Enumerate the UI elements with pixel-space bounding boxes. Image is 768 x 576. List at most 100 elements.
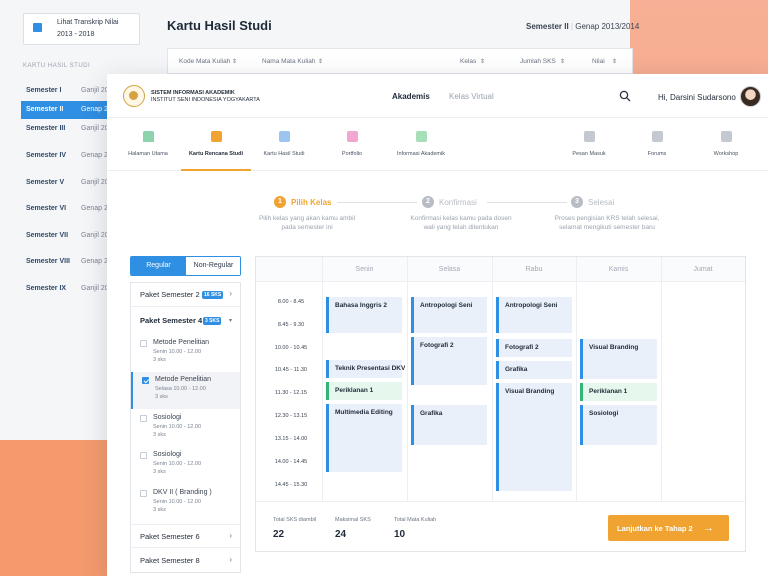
class-event[interactable]: Periklanan 1 <box>580 383 657 401</box>
event-name: Bahasa Inggris 2 <box>335 302 388 309</box>
class-event[interactable]: Periklanan 1 <box>326 382 402 400</box>
class-event[interactable]: Visual Branding <box>496 383 572 491</box>
tab-non-regular[interactable]: Non-Regular <box>186 257 240 275</box>
class-event[interactable]: Fotografi 2 <box>496 339 572 357</box>
package-semester-2[interactable]: Paket Semester 2 16 SKS › <box>131 283 240 307</box>
class-event[interactable]: Antropologi Seni <box>496 297 572 333</box>
class-event[interactable]: Sosiologi <box>580 405 657 445</box>
col-kode[interactable]: Kode Mata Kuliah <box>179 58 231 65</box>
avatar[interactable] <box>740 86 761 107</box>
semester-item[interactable]: Semester VII Ganjil 20 <box>21 227 111 245</box>
semester-name: Semester VI <box>26 205 67 212</box>
people-icon <box>721 131 732 142</box>
subject-time: Senin 10.00 - 12.00 <box>153 499 202 505</box>
subject-item[interactable]: Sosiologi Senin 10.00 - 12.00 3 sks <box>131 447 240 484</box>
semester-period: Genap 20 <box>81 106 112 113</box>
event-name: Fotografi 2 <box>505 344 539 351</box>
module-workshop[interactable]: Workshop <box>691 118 761 171</box>
event-name: Grafika <box>505 366 528 373</box>
search-icon[interactable] <box>619 90 631 102</box>
subject-sks: 3 sks <box>155 394 168 400</box>
step-1-label: Pilih Kelas <box>291 198 332 207</box>
semester-item[interactable]: Semester III Ganjil 20 <box>21 120 111 138</box>
semester-item[interactable]: Semester IV Genap 20 <box>21 147 112 165</box>
class-event[interactable]: Multimedia Editing <box>326 404 402 472</box>
semester-item[interactable]: Semester IX Ganjil 20 <box>21 280 111 298</box>
section-label: KARTU HASIL STUDI <box>23 63 91 69</box>
event-name: Fotografi 2 <box>420 342 454 349</box>
module-pesan[interactable]: Pesan Masuk <box>554 118 624 171</box>
folder-icon <box>347 131 358 142</box>
package-label: Paket Semester 8 <box>140 556 200 565</box>
module-khs[interactable]: Kartu Hasil Studi <box>249 118 319 171</box>
semester-item[interactable]: Semester I Ganjil 20 <box>21 82 111 100</box>
time-slot: 10.00 - 10.45 <box>274 345 308 351</box>
checkbox[interactable] <box>140 490 147 497</box>
step-2-desc: Konfirmasi kelas kamu pada dosen wali yan… <box>410 215 512 231</box>
module-portfolio[interactable]: Portfolio <box>317 118 387 171</box>
step-1-desc: Pilih kelas yang akan kamu ambil pada sem… <box>258 215 356 231</box>
package-semester-6[interactable]: Paket Semester 6 › <box>131 524 240 548</box>
time-slot: 8.00 - 8.45 <box>277 299 305 305</box>
class-event[interactable]: Grafika <box>411 405 487 445</box>
class-event[interactable]: Antropologi Seni <box>411 297 487 333</box>
class-event[interactable]: Teknik Presentasi DKV <box>326 360 405 378</box>
semester-name: Semester VII <box>26 232 69 239</box>
event-name: Periklanan 1 <box>335 387 374 394</box>
transcript-card[interactable]: Lihat Transkrip Nilai 2013 - 2018 <box>23 13 140 45</box>
col-nilai[interactable]: Nilai <box>592 58 605 65</box>
nav-kelas-virtual[interactable]: Kelas Virtual <box>449 92 494 101</box>
col-sks[interactable]: Jumlah SKS <box>520 58 556 65</box>
time-slot: 12.30 - 13.15 <box>274 413 308 419</box>
module-label: Workshop <box>713 151 739 157</box>
subject-item[interactable]: DKV II ( Branding ) Senin 10.00 - 12.00 3 … <box>131 485 240 522</box>
semester-name: Semester III <box>26 125 66 132</box>
semester-info: Semester II | Genap 2013/2014 <box>526 22 640 31</box>
user-greeting[interactable]: Hi, Darsini Sudarsono <box>658 93 736 102</box>
subject-time: Selasa 10.00 - 12.00 <box>155 386 206 392</box>
semester-item[interactable]: Semester VIII Genap 20 <box>21 253 112 271</box>
subject-sks: 3 sks <box>153 507 166 513</box>
package-semester-4[interactable]: Paket Semester 4 3 SKS ▾ <box>131 309 240 333</box>
step-2-label: Konfirmasi <box>439 198 477 207</box>
package-label: Paket Semester 4 <box>140 316 203 325</box>
subject-item[interactable]: Sosiologi Senin 10.00 - 12.00 3 sks <box>131 410 240 447</box>
nav-akademis[interactable]: Akademis <box>392 92 430 101</box>
total-mk-value: 10 <box>394 529 406 540</box>
time-slot: 14.45 - 15.30 <box>274 482 308 488</box>
col-kelas[interactable]: Kelas <box>460 58 477 65</box>
module-krs[interactable]: Kartu Rencana Studi <box>181 118 251 171</box>
day-rabu: Rabu <box>525 266 543 273</box>
chart-icon <box>279 131 290 142</box>
subject-sks: 3 sks <box>153 432 166 438</box>
semester-item[interactable]: Semester V Ganjil 20 <box>21 174 111 192</box>
step-3-desc: Proses pengisian KRS telah selesai, selam… <box>554 215 660 231</box>
semester-item-selected[interactable]: Semester II Genap 20 <box>21 101 112 119</box>
event-name: Visual Branding <box>589 344 639 351</box>
module-informasi[interactable]: Informasi Akademik <box>386 118 456 171</box>
continue-step-2-button[interactable]: Lanjutkan ke Tahap 2 → <box>608 515 729 541</box>
class-type-toggle: Regular Non-Regular <box>130 256 241 276</box>
semester-name: Semester II <box>26 106 64 113</box>
checkbox[interactable] <box>140 452 147 459</box>
module-forums[interactable]: Forums <box>622 118 692 171</box>
checkbox[interactable] <box>140 340 147 347</box>
semester-label: Semester II <box>526 22 569 31</box>
module-halaman-utama[interactable]: Halaman Utama <box>113 118 183 171</box>
semester-item[interactable]: Semester VI Genap 20 <box>21 200 112 218</box>
col-nama[interactable]: Nama Mata Kuliah <box>262 58 316 65</box>
checkbox[interactable] <box>140 415 147 422</box>
checkbox-checked[interactable] <box>142 377 149 384</box>
package-semester-8[interactable]: Paket Semester 8 › <box>131 549 240 573</box>
class-event[interactable]: Visual Branding <box>580 339 657 379</box>
subject-item[interactable]: Metode Penelitian Senin 10.00 - 12.00 3 sk… <box>131 335 240 372</box>
class-event[interactable]: Fotografi 2 <box>411 337 487 385</box>
subject-item-selected[interactable]: Metode Penelitian Selasa 10.00 - 12.00 3 s… <box>131 372 240 409</box>
subject-sks: 3 sks <box>153 357 166 363</box>
semester-period: Genap 20 <box>81 258 112 265</box>
tab-regular[interactable]: Regular <box>131 257 186 275</box>
class-event[interactable]: Grafika <box>496 361 572 379</box>
semester-period: Genap 20 <box>81 152 112 159</box>
class-event[interactable]: Bahasa Inggris 2 <box>326 297 402 333</box>
module-label: Kartu Hasil Studi <box>263 151 305 157</box>
